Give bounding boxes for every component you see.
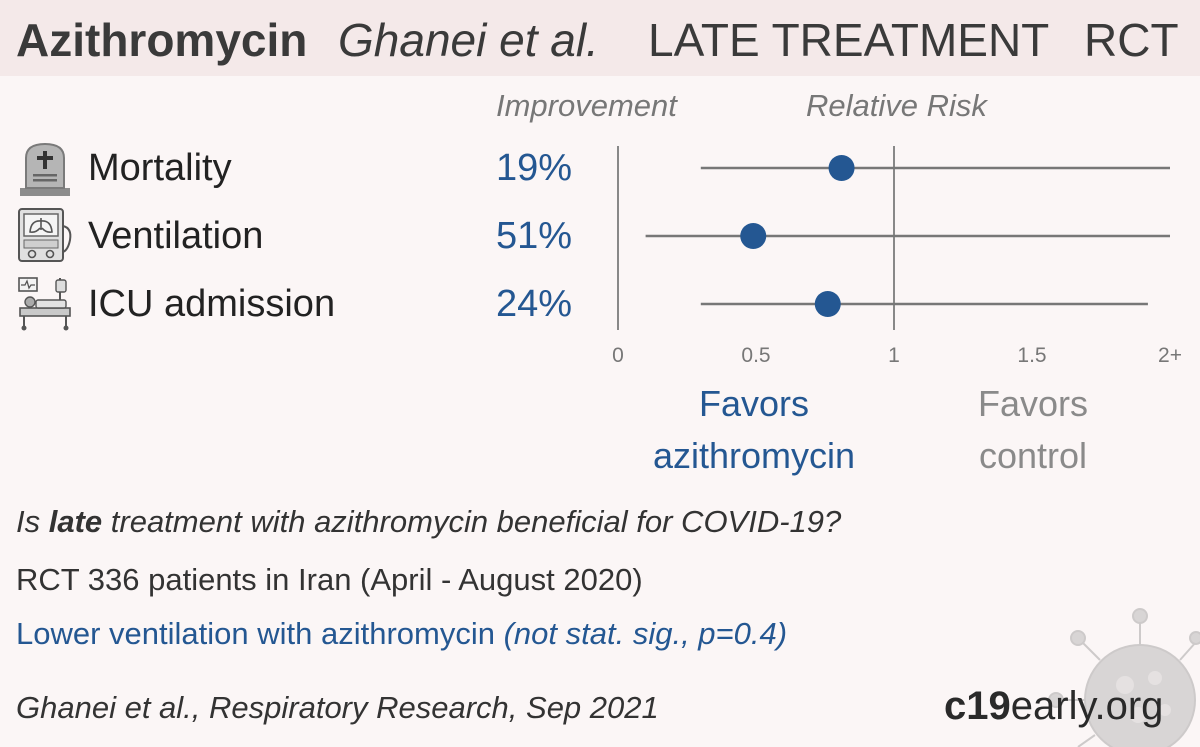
improvement-icu-admission: 24%	[496, 283, 573, 325]
title-author: Ghanei et al.	[338, 14, 599, 66]
rr-point-mortality	[828, 155, 855, 181]
ventilator-icon	[18, 208, 72, 262]
title-drug: Azithromycin	[16, 14, 308, 66]
question-prefix: Is	[16, 504, 49, 539]
brand-logo[interactable]: c19early.org	[944, 684, 1163, 729]
title-bar: Azithromycin Ghanei et al. LATE TREATMEN…	[0, 0, 1200, 76]
x-tick-label: 0.5	[741, 344, 770, 367]
improvement-mortality: 19%	[496, 147, 573, 189]
tombstone-icon	[20, 142, 70, 196]
row-label-icu-admission: ICU admission	[88, 283, 336, 325]
x-tick-label: 1	[888, 344, 900, 367]
forest-plot: 0 0.5 1 1.5 2+	[612, 146, 1182, 367]
x-tick-label: 0	[612, 344, 624, 367]
question-bold: late	[48, 504, 103, 539]
title-study-type: RCT	[1084, 14, 1179, 66]
improvement-ventilation: 51%	[496, 215, 573, 257]
study-info: RCT 336 patients in Iran (April - August…	[16, 562, 643, 597]
favors-drug-line1: Favors	[698, 383, 810, 424]
question-suffix: treatment with azithromycin beneficial f…	[102, 504, 842, 539]
row-label-mortality: Mortality	[88, 147, 232, 189]
row-label-ventilation: Ventilation	[88, 215, 264, 257]
improvement-column-header: Improvement	[496, 88, 677, 123]
study-result: Lower ventilation with azithromycin (not…	[16, 616, 787, 652]
favors-control-line2: control	[978, 435, 1088, 476]
favors-azithromycin-label: Favors azithromycin	[640, 378, 868, 482]
icu-bed-icon	[18, 277, 71, 331]
virus-icon	[1048, 608, 1200, 747]
favors-drug-line2: azithromycin	[652, 435, 856, 476]
brand-rest: early.org	[1010, 684, 1164, 728]
study-question: Is late treatment with azithromycin bene…	[16, 504, 841, 540]
rr-point-ventilation	[740, 223, 767, 249]
result-main: Lower ventilation with azithromycin	[16, 616, 504, 651]
result-detail: (not stat. sig., p=0.4)	[503, 616, 788, 651]
title-stage: LATE TREATMENT	[648, 14, 1050, 66]
favors-control-line1: Favors	[977, 383, 1089, 424]
favors-control-label: Favors control	[950, 378, 1116, 482]
rr-point-icu-admission	[814, 291, 841, 317]
brand-bold: c19	[944, 684, 1011, 728]
x-tick-label: 2+	[1158, 344, 1182, 367]
citation: Ghanei et al., Respiratory Research, Sep…	[16, 690, 659, 725]
relative-risk-column-header: Relative Risk	[806, 88, 987, 123]
x-tick-label: 1.5	[1017, 344, 1046, 367]
